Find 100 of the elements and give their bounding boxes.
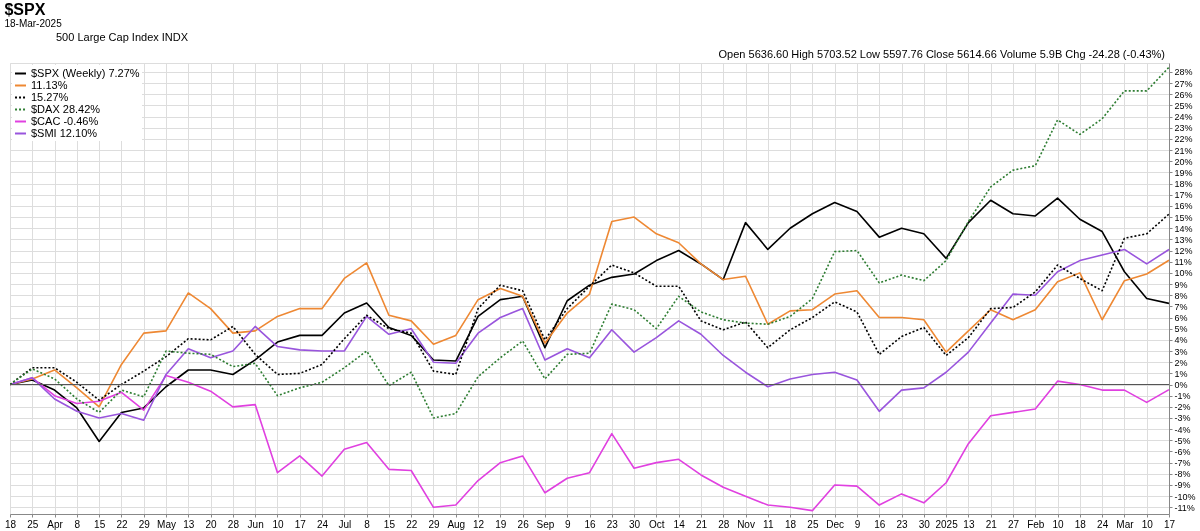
x-tick-label: 30 — [629, 518, 641, 530]
x-tick-label: 13 — [183, 518, 195, 530]
text: 500 Large Cap Index INDX — [56, 31, 189, 43]
y-tick-label: 15% — [1174, 212, 1193, 223]
y-tick-label: 6% — [1174, 313, 1188, 324]
x-tick-label: 22 — [116, 518, 128, 530]
y-tick-label: 27% — [1174, 78, 1193, 89]
x-tick-label: Nov — [737, 518, 755, 530]
x-tick-label: Feb — [1027, 518, 1045, 530]
x-tick-label: 10 — [272, 518, 284, 530]
y-tick-label: 23% — [1174, 123, 1193, 134]
x-tick-label: 18 — [4, 518, 17, 530]
y-tick-label: -2% — [1174, 402, 1191, 413]
y-tick-label: 25% — [1174, 100, 1193, 111]
x-tick-label: Sep — [536, 518, 555, 530]
y-tick-label: -11% — [1174, 502, 1195, 513]
x-tick-label: Dec — [826, 518, 845, 530]
x-tick-label: 15 — [94, 518, 106, 530]
y-tick-label: 21% — [1174, 145, 1193, 156]
x-tick-label: 12 — [473, 518, 485, 530]
x-tick-label: 26 — [517, 518, 530, 530]
y-tick-label: 19% — [1174, 167, 1193, 178]
y-tick-label: 8% — [1174, 290, 1188, 301]
x-tick-label: 16 — [874, 518, 886, 530]
y-tick-label: 20% — [1174, 156, 1193, 167]
x-tick-label: Jul — [338, 518, 352, 530]
x-tick-label: 2025 — [935, 518, 959, 530]
x-tick-label: 15 — [383, 518, 396, 530]
y-tick-label: 14% — [1174, 223, 1193, 234]
x-tick-label: 24 — [1097, 518, 1109, 530]
x-tick-label: 23 — [606, 518, 619, 530]
x-tick-label: 21 — [985, 518, 998, 530]
y-tick-label: 17% — [1174, 190, 1193, 201]
legend-label: $SPX (Weekly) 7.27% — [31, 66, 140, 79]
y-tick-label: -8% — [1174, 469, 1191, 480]
x-tick-label: Apr — [47, 518, 64, 530]
x-tick-label: 25 — [27, 518, 39, 530]
x-tick-label: 18 — [785, 518, 797, 530]
x-tick-label: Jun — [247, 518, 264, 530]
legend-label: 11.13% — [31, 78, 68, 91]
x-tick-label: May — [157, 518, 176, 530]
y-tick-label: 18% — [1174, 179, 1193, 190]
y-tick-label: -1% — [1174, 391, 1191, 402]
y-tick-label: 16% — [1174, 201, 1193, 212]
y-tick-label: 12% — [1174, 246, 1193, 257]
x-tick-label: 17 — [294, 518, 307, 530]
x-tick-label: 11 — [763, 518, 774, 530]
x-tick-label: 17 — [1163, 518, 1176, 530]
legend-label: 15.27% — [31, 90, 69, 103]
y-tick-label: 22% — [1174, 134, 1193, 145]
y-tick-label: -4% — [1174, 424, 1191, 435]
y-tick-label: 1% — [1174, 368, 1188, 379]
x-tick-label: 23 — [896, 518, 909, 530]
x-tick-label: Oct — [649, 518, 665, 530]
y-tick-label: 11% — [1174, 257, 1192, 268]
y-tick-label: -6% — [1174, 446, 1191, 457]
x-tick-label: 25 — [807, 518, 819, 530]
y-tick-label: 9% — [1174, 279, 1188, 290]
x-tick-label: 19 — [495, 518, 507, 530]
y-tick-label: 3% — [1174, 346, 1188, 357]
x-tick-label: Aug — [447, 518, 466, 530]
x-tick-label: 30 — [918, 518, 931, 530]
y-tick-label: 24% — [1174, 112, 1193, 123]
x-tick-label: 8 — [74, 518, 81, 530]
y-tick-label: -9% — [1174, 480, 1191, 491]
y-tick-label: 13% — [1174, 234, 1193, 245]
x-tick-label: 28 — [718, 518, 730, 530]
x-tick-label: 20 — [205, 518, 218, 530]
y-tick-label: 26% — [1174, 89, 1193, 100]
x-tick-label: Mar — [1116, 518, 1135, 530]
chart-subtitle: 18-Mar-2025 — [4, 18, 63, 29]
y-tick-label: 10% — [1174, 268, 1193, 279]
y-tick-label: 28% — [1174, 67, 1193, 78]
x-tick-label: 28 — [227, 518, 240, 530]
y-tick-label: -5% — [1174, 435, 1191, 446]
x-tick-label: 10 — [1141, 518, 1154, 530]
x-tick-label: 18 — [1074, 518, 1087, 530]
x-tick-label: 16 — [584, 518, 596, 530]
x-tick-label: 9 — [854, 518, 861, 530]
line-series — [10, 248, 1169, 422]
y-tick-label: 4% — [1174, 335, 1188, 346]
x-tick-label: 21 — [695, 518, 708, 530]
y-tick-label: 7% — [1174, 301, 1188, 312]
line-series — [10, 66, 1169, 419]
y-tick-label: 0% — [1174, 380, 1188, 390]
legend-label: $SMI 12.10% — [31, 126, 98, 139]
y-tick-label: -7% — [1174, 458, 1191, 469]
x-tick-label: 22 — [406, 518, 418, 530]
x-tick-label: 10 — [1052, 518, 1065, 530]
y-tick-label: -3% — [1174, 413, 1191, 424]
y-tick-label: 2% — [1174, 357, 1188, 368]
text: Open 5636.60 High 5703.52 Low 5597.76 Close 5614.66 Volume 5.9B Chg -24.28 (-0.43%) — [718, 48, 1165, 60]
x-tick-label: 24 — [316, 518, 329, 530]
chart-title: $SPX — [4, 1, 46, 18]
legend-label: $DAX 28.42% — [31, 102, 101, 115]
x-tick-label: 29 — [428, 518, 440, 530]
x-tick-label: 27 — [1007, 518, 1020, 530]
y-tick-label: -10% — [1174, 491, 1196, 502]
x-tick-label: 8 — [364, 518, 371, 530]
y-tick-label: 5% — [1174, 324, 1188, 335]
